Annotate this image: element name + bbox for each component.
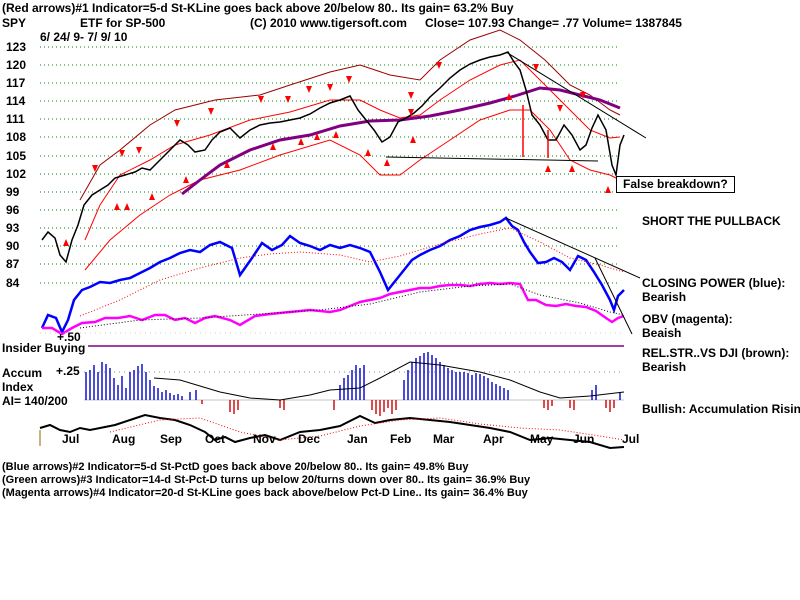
- plus25-label: +.25: [56, 364, 80, 378]
- closing-power-title: CLOSING POWER (blue):: [642, 276, 786, 290]
- quote-label: Close= 107.93 Change= .77 Volume= 138784…: [425, 16, 682, 30]
- y-tick: 102: [6, 167, 27, 181]
- y-tick: 114: [6, 94, 26, 108]
- footer-green-arrows: (Green arrows)#3 Indicator=14-d St-Pct-D…: [2, 474, 531, 486]
- upper-band: [84, 59, 621, 241]
- y-tick: 96: [6, 203, 20, 217]
- resistance-line: [505, 51, 647, 139]
- footer-blue-arrows: (Blue arrows)#2 Indicator=5-d St-PctD go…: [2, 461, 469, 473]
- x-tick: Oct: [205, 432, 226, 446]
- false-breakdown-annotation: False breakdown?: [616, 176, 735, 193]
- moving-average: [181, 86, 621, 196]
- y-tick: 123: [6, 40, 27, 54]
- x-tick: Apr: [483, 432, 504, 446]
- closing-power-value: Bearish: [642, 290, 687, 304]
- relstr-title: REL.STR..VS DJI (brown):: [642, 346, 790, 360]
- accumulation-note: Bullish: Accumulation Rising: [642, 402, 800, 416]
- x-tick: Jul: [622, 432, 640, 446]
- ai-label: AI= 140/200: [2, 394, 68, 408]
- x-tick: Dec: [298, 432, 321, 446]
- x-tick: May: [530, 432, 554, 446]
- closing-power-line: [40, 216, 625, 335]
- x-tick: Feb: [390, 432, 412, 446]
- y-tick: 93: [6, 221, 20, 235]
- accum-label: Accum: [2, 366, 43, 380]
- relative-strength-line: [39, 413, 625, 450]
- x-tick: Aug: [112, 432, 136, 446]
- y-tick: 84: [6, 276, 20, 290]
- grid-lines: [40, 46, 620, 284]
- upper-outer-band: [79, 29, 621, 201]
- insider-buying-label: Insider Buying: [2, 341, 86, 355]
- index-label: Index: [2, 380, 34, 394]
- obv-value: Beaish: [642, 326, 682, 340]
- footer-magenta-arrows: (Magenta arrows)#4 Indicator=20-d St-KLi…: [2, 487, 528, 499]
- plus50-label: +.50: [57, 330, 81, 344]
- x-tick: Mar: [433, 432, 455, 446]
- y-tick: 87: [6, 257, 20, 271]
- y-tick: 108: [6, 130, 27, 144]
- x-tick: Jan: [347, 432, 368, 446]
- x-tick: Jun: [573, 432, 595, 446]
- date-range-label: 6/ 24/ 9- 7/ 9/ 10: [40, 30, 128, 44]
- x-tick: Jul: [62, 432, 80, 446]
- obv-title: OBV (magenta):: [642, 312, 733, 326]
- y-tick: 111: [6, 112, 25, 126]
- symbol-label: SPY: [2, 16, 27, 30]
- support-line: [385, 156, 599, 162]
- short-pullback-note: SHORT THE PULLBACK: [642, 214, 781, 228]
- description-label: ETF for SP-500: [80, 16, 166, 30]
- y-tick: 117: [6, 76, 26, 90]
- relstr-value: Bearish: [642, 360, 687, 374]
- y-tick: 120: [6, 58, 27, 72]
- copyright-label: (C) 2010 www.tigersoft.com: [250, 16, 407, 30]
- red-arrows: [63, 62, 611, 246]
- obv-line: [42, 281, 625, 336]
- y-tick: 99: [6, 185, 20, 199]
- accum-index-bars: [85, 352, 621, 416]
- x-tick: Sep: [160, 432, 183, 446]
- y-tick: 90: [6, 239, 20, 253]
- x-tick: Nov: [253, 432, 276, 446]
- lower-band: [84, 109, 621, 271]
- header-indicator-line: (Red arrows)#1 Indicator=5-d St-KLine go…: [2, 1, 514, 15]
- y-tick: 105: [6, 149, 27, 163]
